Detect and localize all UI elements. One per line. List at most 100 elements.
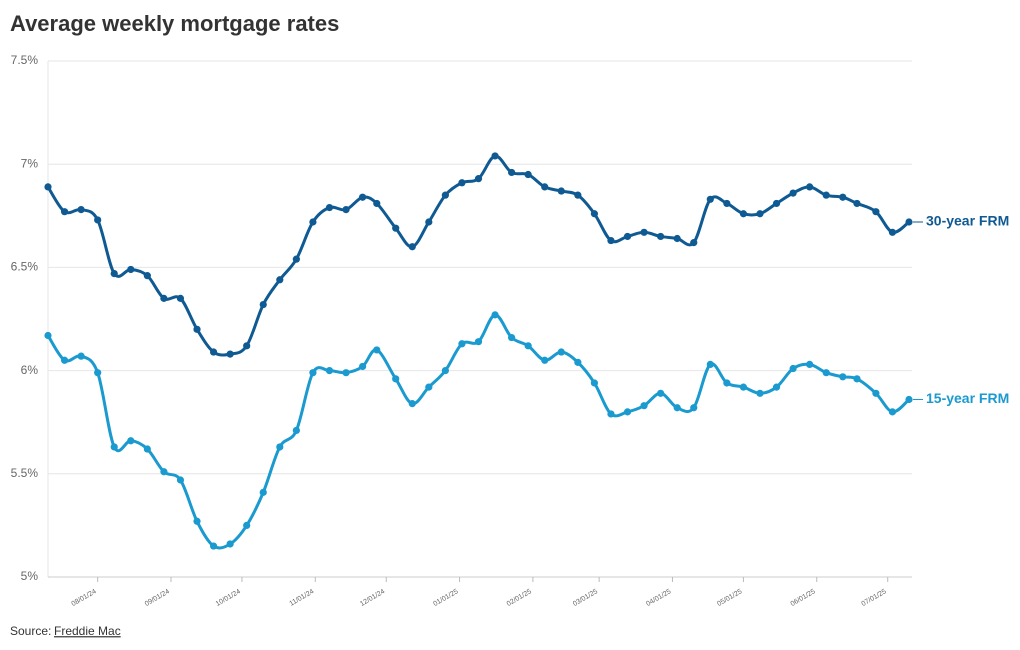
data-point	[392, 375, 400, 383]
data-point	[77, 206, 85, 214]
data-point	[706, 360, 714, 369]
data-point	[541, 183, 549, 191]
data-point	[373, 199, 381, 208]
data-point	[309, 218, 317, 226]
chart-title: Average weekly mortgage rates	[10, 11, 339, 36]
data-point	[872, 389, 880, 397]
data-point	[508, 333, 516, 342]
data-point	[441, 191, 449, 199]
data-point	[640, 402, 648, 410]
data-point	[822, 191, 830, 199]
data-point	[176, 294, 185, 302]
x-tick-label: 07/01/25	[861, 588, 888, 608]
data-point	[756, 210, 764, 218]
data-point	[342, 206, 350, 214]
data-point	[358, 193, 367, 201]
x-tick-label: 08/01/24	[70, 588, 97, 608]
series-line	[46, 154, 910, 357]
data-point	[44, 183, 52, 191]
data-point	[342, 369, 350, 377]
series-line	[46, 313, 911, 550]
x-tick-label: 04/01/25	[645, 588, 672, 608]
data-point	[888, 408, 897, 416]
data-point	[690, 404, 698, 412]
data-point	[226, 350, 234, 358]
data-point	[508, 168, 516, 177]
data-point	[673, 234, 681, 243]
data-point	[806, 360, 814, 369]
data-point	[723, 379, 731, 387]
data-point	[557, 187, 565, 195]
data-point	[243, 342, 251, 350]
data-point	[259, 488, 267, 496]
data-point	[408, 400, 416, 408]
data-point	[557, 348, 565, 356]
data-point	[905, 395, 913, 404]
data-point	[541, 356, 549, 364]
x-tick-label: 01/01/25	[432, 588, 459, 608]
data-point	[789, 189, 797, 197]
data-point	[623, 232, 632, 241]
y-tick-label: 6%	[21, 363, 39, 377]
data-point	[772, 383, 781, 391]
data-point	[77, 352, 85, 360]
data-point	[325, 367, 334, 375]
data-point	[209, 348, 218, 356]
data-point	[657, 232, 665, 241]
y-tick-label: 7.5%	[11, 53, 39, 67]
y-tick-label: 7%	[21, 156, 39, 170]
data-point	[373, 346, 381, 354]
x-tick-label: 10/01/24	[215, 588, 242, 608]
data-point	[474, 338, 483, 346]
data-point	[806, 183, 814, 191]
data-point	[491, 311, 499, 319]
data-point	[853, 199, 861, 208]
y-tick-label: 5.5%	[11, 466, 39, 480]
data-point	[491, 152, 499, 160]
data-point	[60, 356, 69, 364]
data-point	[839, 373, 847, 381]
data-point	[94, 216, 102, 224]
legend-label: 15-year FRM	[926, 390, 1009, 406]
data-point	[127, 437, 135, 445]
data-point	[590, 210, 599, 218]
data-point	[243, 521, 251, 530]
data-point	[209, 542, 218, 550]
data-point	[756, 389, 764, 397]
data-point	[739, 383, 748, 391]
data-point	[160, 294, 168, 302]
data-point	[772, 199, 781, 208]
data-point	[723, 199, 731, 208]
data-point	[458, 179, 466, 187]
data-point	[392, 224, 400, 232]
data-point	[690, 239, 698, 247]
data-point	[524, 170, 532, 179]
x-tick-label: 09/01/24	[144, 588, 171, 608]
data-point	[325, 203, 334, 212]
data-point	[441, 367, 449, 375]
data-point	[822, 369, 830, 377]
data-point	[590, 379, 599, 387]
data-point	[673, 404, 681, 412]
data-point	[143, 445, 151, 453]
data-point	[524, 342, 532, 350]
data-point	[574, 191, 582, 199]
x-tick-label: 06/01/25	[790, 588, 817, 608]
data-point	[657, 389, 665, 397]
source-link[interactable]: Freddie Mac	[54, 624, 121, 638]
data-point	[193, 517, 201, 525]
data-point	[110, 443, 118, 451]
data-point	[905, 218, 913, 226]
data-point	[425, 218, 433, 226]
data-point	[143, 272, 151, 280]
data-point	[292, 255, 300, 263]
data-point	[839, 193, 847, 201]
data-point	[474, 175, 483, 183]
data-point	[110, 269, 118, 278]
data-point	[853, 375, 861, 383]
data-point	[309, 369, 317, 377]
data-point	[358, 362, 367, 371]
x-tick-label: 03/01/25	[572, 588, 599, 608]
data-point	[94, 369, 102, 377]
legend-label: 30-year FRM	[926, 213, 1009, 229]
